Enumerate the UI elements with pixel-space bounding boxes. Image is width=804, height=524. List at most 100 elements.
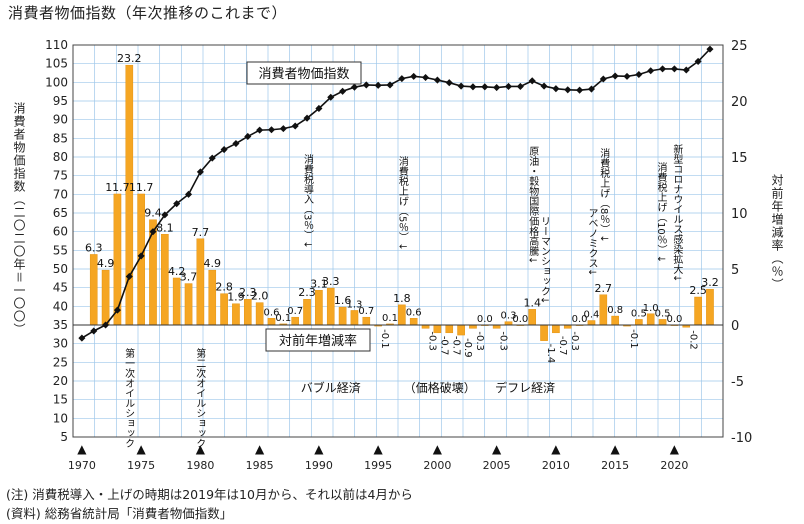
cpi-point-1984 <box>244 132 252 141</box>
right-tick-label: 15 <box>731 151 748 166</box>
bar-1990 <box>315 290 323 326</box>
bar-1999 <box>421 324 430 329</box>
series-label-box <box>265 328 371 352</box>
cpi-point-2022 <box>694 57 702 65</box>
period-marker: ▲ <box>670 442 680 456</box>
bar-value-label: -0.9 <box>462 338 473 358</box>
bar-value-label: 0.8 <box>607 305 623 316</box>
left-tick-label: 45 <box>53 281 68 295</box>
bar-1998 <box>409 318 418 326</box>
annotation-label: 消費税上げ（10％）↓ <box>655 161 667 263</box>
bar-1983 <box>232 303 240 326</box>
left-tick-label: 90 <box>53 113 68 127</box>
cpi-point-2015 <box>611 72 619 80</box>
bar-value-label: 11.7 <box>105 181 130 194</box>
bar-value-label: 0.0 <box>512 314 528 325</box>
cpi-point-2021 <box>682 66 690 74</box>
period-marker: ▲ <box>314 442 324 456</box>
period-marker: ▲ <box>492 442 502 456</box>
bar-value-label: 2.0 <box>251 290 269 303</box>
cpi-point-1982 <box>220 145 228 154</box>
plot-frame <box>72 44 724 438</box>
cpi-point-1975 <box>137 252 145 260</box>
right-tick-label: -5 <box>731 375 744 390</box>
cpi-point-2023 <box>706 45 714 53</box>
bar-1979 <box>184 283 193 326</box>
bar-value-label: 9.4 <box>144 207 162 220</box>
bar-value-label: 0.1 <box>275 313 291 324</box>
bar-1984 <box>243 299 252 326</box>
bar-value-label: 4.9 <box>203 257 221 270</box>
cpi-point-1997 <box>398 75 406 83</box>
bar-value-label: 6.3 <box>85 241 103 254</box>
bar-value-label: 0.7 <box>287 306 303 317</box>
bar-2005 <box>492 324 501 329</box>
annotation-label: 第一次オイルショック <box>123 347 135 448</box>
left-axis-title: 消費者物価指数（二〇二〇年＝一〇〇） <box>12 102 26 336</box>
bar-value-label: 2.3 <box>239 286 257 299</box>
bar-value-label: -0.7 <box>438 336 449 356</box>
cpi-point-2014 <box>599 75 607 83</box>
right-tick-label: 0 <box>731 319 739 334</box>
cpi-point-1993 <box>350 83 358 91</box>
left-tick-label: 95 <box>53 94 68 108</box>
left-tick-label: 35 <box>53 318 68 332</box>
bar-1980 <box>196 238 205 326</box>
cpi-point-1983 <box>232 140 240 148</box>
bar-value-label: 2.7 <box>595 282 613 295</box>
period-marker: ▲ <box>196 442 206 456</box>
cpi-point-2008 <box>528 77 536 85</box>
bar-1985 <box>255 302 264 326</box>
left-tick-label: 15 <box>53 393 68 407</box>
bar-2003 <box>469 324 477 329</box>
period-marker: ▲ <box>611 442 621 456</box>
cpi-point-1987 <box>279 125 287 133</box>
cpi-point-1999 <box>422 73 430 82</box>
period-marker: ▲ <box>137 442 147 456</box>
bar-2011 <box>563 324 572 329</box>
x-tick-label: 1995 <box>364 459 392 472</box>
annotation-label: 新型コロナウイルス感染拡大↓ <box>671 143 683 283</box>
period-marker: ▲ <box>551 442 561 456</box>
cpi-point-2001 <box>445 79 453 87</box>
left-tick-label: 40 <box>53 299 68 313</box>
right-tick-label: 20 <box>731 95 748 110</box>
bar-value-label: -1.4 <box>545 344 556 364</box>
left-tick-label: 105 <box>45 57 68 71</box>
right-tick-label: 25 <box>731 39 748 54</box>
bar-2014 <box>599 294 608 326</box>
bar-value-label: 1.0 <box>643 303 659 314</box>
cpi-point-2004 <box>481 83 489 91</box>
right-tick-label: 10 <box>731 207 748 222</box>
bar-value-label: 0.0 <box>572 314 588 325</box>
bar-1977 <box>161 234 169 326</box>
left-tick-label: 55 <box>53 243 68 257</box>
bar-2010 <box>552 324 560 334</box>
bar-2018 <box>646 313 655 326</box>
period-label: （価格破壊） <box>404 380 476 395</box>
cpi-point-1978 <box>173 200 181 208</box>
bar-1997 <box>398 304 406 326</box>
cpi-point-2003 <box>469 83 477 91</box>
period-marker: ▲ <box>255 442 265 456</box>
x-tick-label: 1970 <box>68 459 96 472</box>
series-label-change: 対前年増減率 <box>279 333 357 349</box>
left-tick-label: 100 <box>45 75 68 89</box>
x-tick-label: 1985 <box>246 459 274 472</box>
left-tick-label: 5 <box>60 430 68 444</box>
cpi-point-1977 <box>161 211 169 219</box>
bar-value-label: -0.3 <box>427 331 438 351</box>
cpi-point-2002 <box>457 82 465 90</box>
bar-2002 <box>457 324 465 336</box>
bar-2008 <box>528 309 537 326</box>
right-tick-label: 5 <box>731 263 739 278</box>
right-axis-title: 対前年増減率（％） <box>770 174 784 291</box>
cpi-point-2020 <box>670 65 678 73</box>
bar-value-label: -0.2 <box>687 330 698 350</box>
bar-value-label: 1.9 <box>227 291 245 304</box>
bar-value-label: 0.3 <box>501 311 517 322</box>
bar-1989 <box>303 299 311 326</box>
bar-value-label: -0.1 <box>628 329 639 349</box>
x-tick-label: 2000 <box>423 459 451 472</box>
cpi-point-2007 <box>516 82 524 90</box>
